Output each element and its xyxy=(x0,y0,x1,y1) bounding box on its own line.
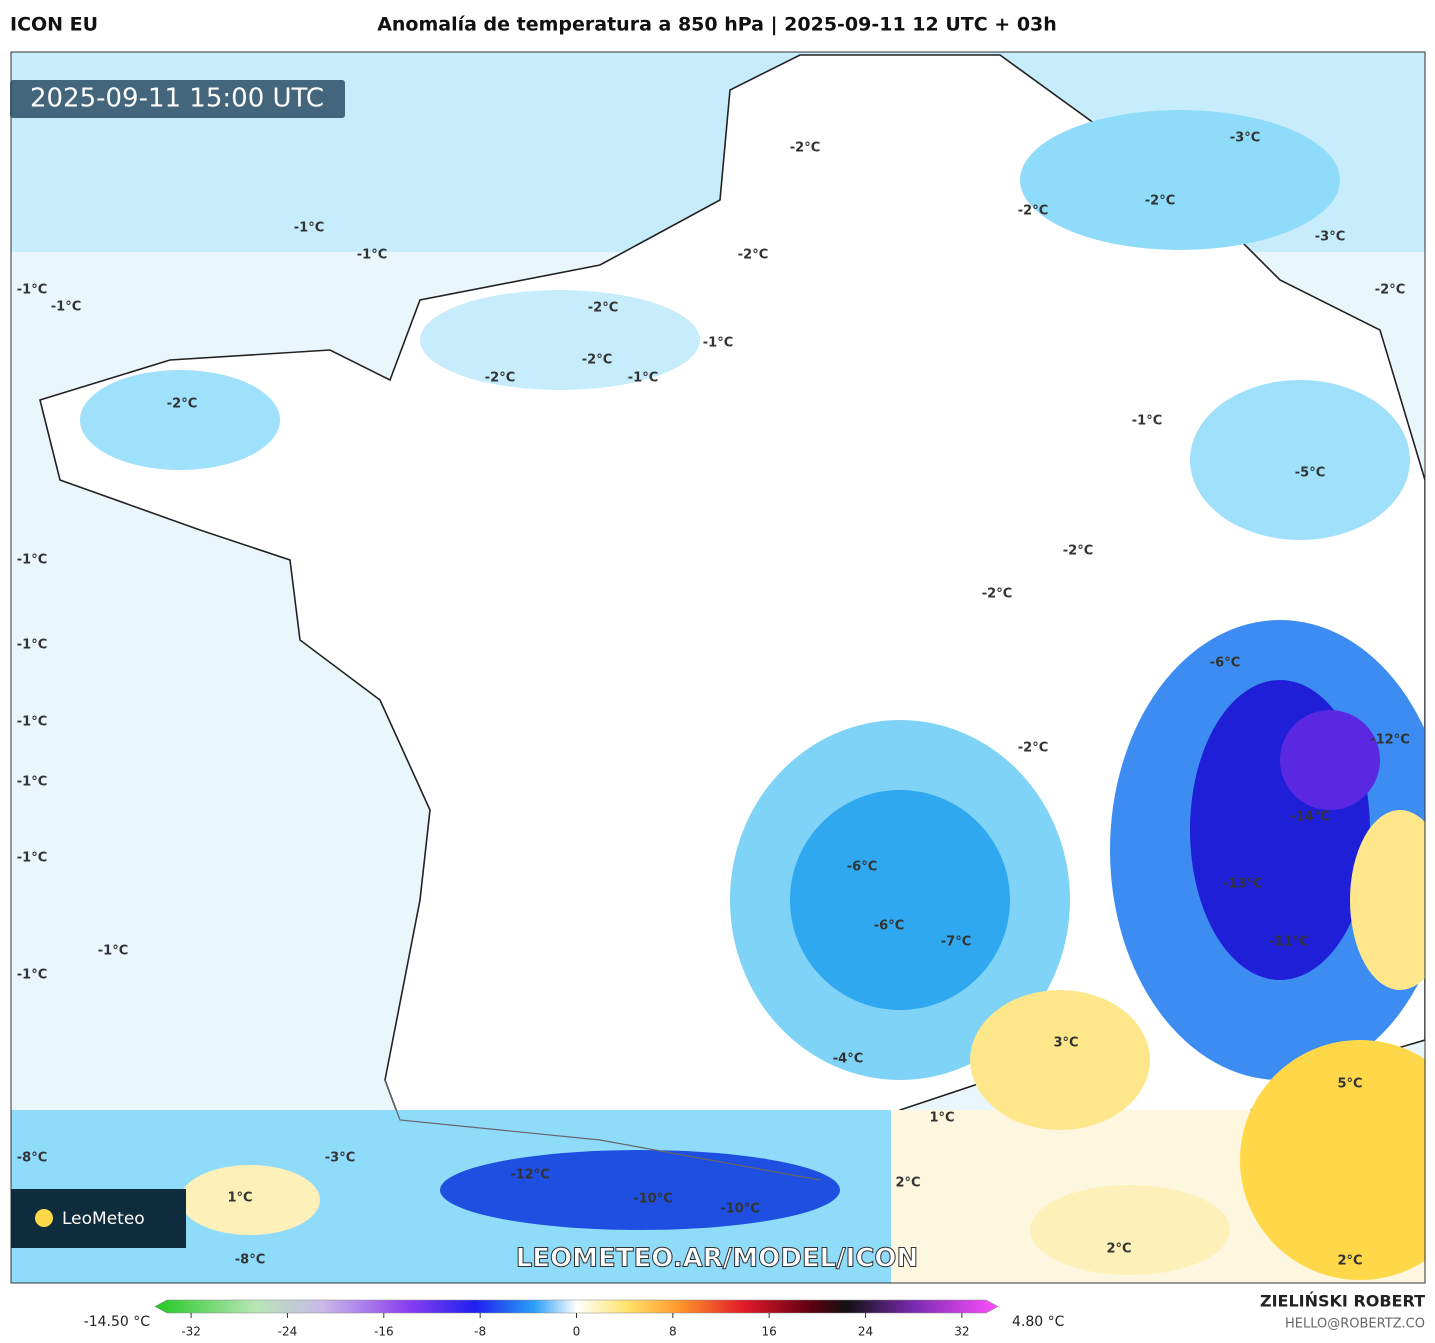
contour-label: -1°C xyxy=(17,968,47,983)
watermark: LEOMETEO.AR/MODEL/ICON xyxy=(516,1244,919,1274)
border xyxy=(384,1079,821,1181)
contour-label: -10°C xyxy=(720,1202,760,1217)
colorbar-bar xyxy=(154,1299,999,1314)
contour-label: -13°C xyxy=(1223,877,1263,892)
contour-label: -3°C xyxy=(1230,131,1260,146)
contour-label: -8°C xyxy=(235,1253,265,1268)
colorbar-tick-label: -24 xyxy=(278,1325,298,1339)
contour-label: -1°C xyxy=(51,300,81,315)
colorbar-max: 4.80 °C xyxy=(1012,1314,1065,1330)
contour-label: -2°C xyxy=(1018,204,1048,219)
colorbar-tick-label: 32 xyxy=(954,1325,969,1339)
contour-label: -2°C xyxy=(588,301,618,316)
logo-text: LeoMeteo xyxy=(62,1209,145,1229)
contour-label: -1°C xyxy=(17,851,47,866)
contour-label: -2°C xyxy=(1145,194,1175,209)
anomaly-area xyxy=(420,290,700,390)
anomaly-area xyxy=(1190,380,1410,540)
contour-label: -7°C xyxy=(941,935,971,950)
colorbar-min: -14.50 °C xyxy=(84,1314,151,1330)
anomaly-area xyxy=(1020,110,1340,250)
colorbar-tick-label: -8 xyxy=(474,1325,486,1339)
contour-label: -2°C xyxy=(1063,544,1093,559)
contour-label: -14°C xyxy=(1290,810,1330,825)
contour-label: 3°C xyxy=(1053,1036,1078,1051)
map-frame xyxy=(10,51,1426,1284)
contour-label: -2°C xyxy=(790,141,820,156)
contour-label: -6°C xyxy=(1210,656,1240,671)
anomaly-area xyxy=(1030,1185,1230,1275)
timestamp: 2025-09-11 15:00 UTC xyxy=(30,84,324,114)
map: -2°C -3°C -2°C -2°C -3°C -1°C -1°C -2°C -1°C -1°C… xyxy=(11,52,1425,1283)
contour-label: -1°C xyxy=(357,248,387,263)
anomaly-area xyxy=(1350,810,1425,990)
colorbar-tick-label: 0 xyxy=(573,1325,581,1339)
colorbar-tick-label: -16 xyxy=(374,1325,394,1339)
contour-label: -6°C xyxy=(874,919,904,934)
contour-label: -3°C xyxy=(325,1151,355,1166)
contour-label: -2°C xyxy=(1018,741,1048,756)
contour-label: -2°C xyxy=(1375,283,1405,298)
contour-label: -2°C xyxy=(167,397,197,412)
contour-label: -3°C xyxy=(1315,230,1345,245)
contour-label: -1°C xyxy=(17,775,47,790)
contour-label: -1°C xyxy=(294,221,324,236)
contour-label: -12°C xyxy=(1370,733,1410,748)
contour-label: 1°C xyxy=(929,1111,954,1126)
contour-label: 2°C xyxy=(1106,1242,1131,1257)
contour-label: -5°C xyxy=(1295,466,1325,481)
map-title: Anomalía de temperatura a 850 hPa | 2025… xyxy=(377,14,1057,36)
contour-label: -8°C xyxy=(17,1151,47,1166)
model-name: ICON EU xyxy=(10,14,98,36)
contour-label: -12°C xyxy=(510,1168,550,1183)
colorbar-tick-label: -32 xyxy=(181,1325,201,1339)
anomaly-area xyxy=(180,1165,320,1235)
contour-label: -11°C xyxy=(1269,935,1309,950)
contour-label: -1°C xyxy=(628,371,658,386)
contour-label: -10°C xyxy=(633,1192,673,1207)
anomaly-area xyxy=(440,1150,840,1230)
colorbar-tick-label: 16 xyxy=(762,1325,777,1339)
colorbar-tick-label: 24 xyxy=(858,1325,873,1339)
contour-label: -2°C xyxy=(582,353,612,368)
contour-labels: -2°C -3°C -2°C -2°C -3°C -1°C -1°C -2°C -1°C -1°C… xyxy=(17,131,1410,1269)
contour-label: -1°C xyxy=(98,944,128,959)
contour-label: 5°C xyxy=(1337,1077,1362,1092)
contour-label: -2°C xyxy=(485,371,515,386)
contour-label: -4°C xyxy=(833,1052,863,1067)
anomaly-area xyxy=(970,990,1150,1130)
contour-label: -1°C xyxy=(17,553,47,568)
anomaly-area xyxy=(1240,1040,1425,1280)
contact: HELLO@ROBERTZ.CO xyxy=(1285,1317,1425,1332)
contour-label: -2°C xyxy=(738,248,768,263)
contour-label: -1°C xyxy=(17,715,47,730)
contour-label: -2°C xyxy=(982,587,1012,602)
contour-label: -1°C xyxy=(17,283,47,298)
author: ZIELIŃSKI ROBERT xyxy=(1260,1292,1425,1311)
colorbar-tick-label: 8 xyxy=(669,1325,677,1339)
timestamp-box xyxy=(10,80,345,118)
contour-label: -1°C xyxy=(17,638,47,653)
contour-label: 2°C xyxy=(1337,1254,1362,1269)
anomaly-area xyxy=(790,790,1010,1010)
contour-label: -1°C xyxy=(1132,414,1162,429)
contour-label: 2°C xyxy=(895,1176,920,1191)
anomaly-area xyxy=(80,370,280,470)
contour-label: -1°C xyxy=(703,336,733,351)
colorbar: -32 -24 -16 -8 0 8 16 24 32 -14.50 °C 4.80 °C xyxy=(84,1299,1065,1339)
logo-sun xyxy=(35,1209,53,1227)
contour-label: -6°C xyxy=(847,860,877,875)
anomaly-area xyxy=(1280,710,1380,810)
contour-label: 1°C xyxy=(227,1191,252,1206)
